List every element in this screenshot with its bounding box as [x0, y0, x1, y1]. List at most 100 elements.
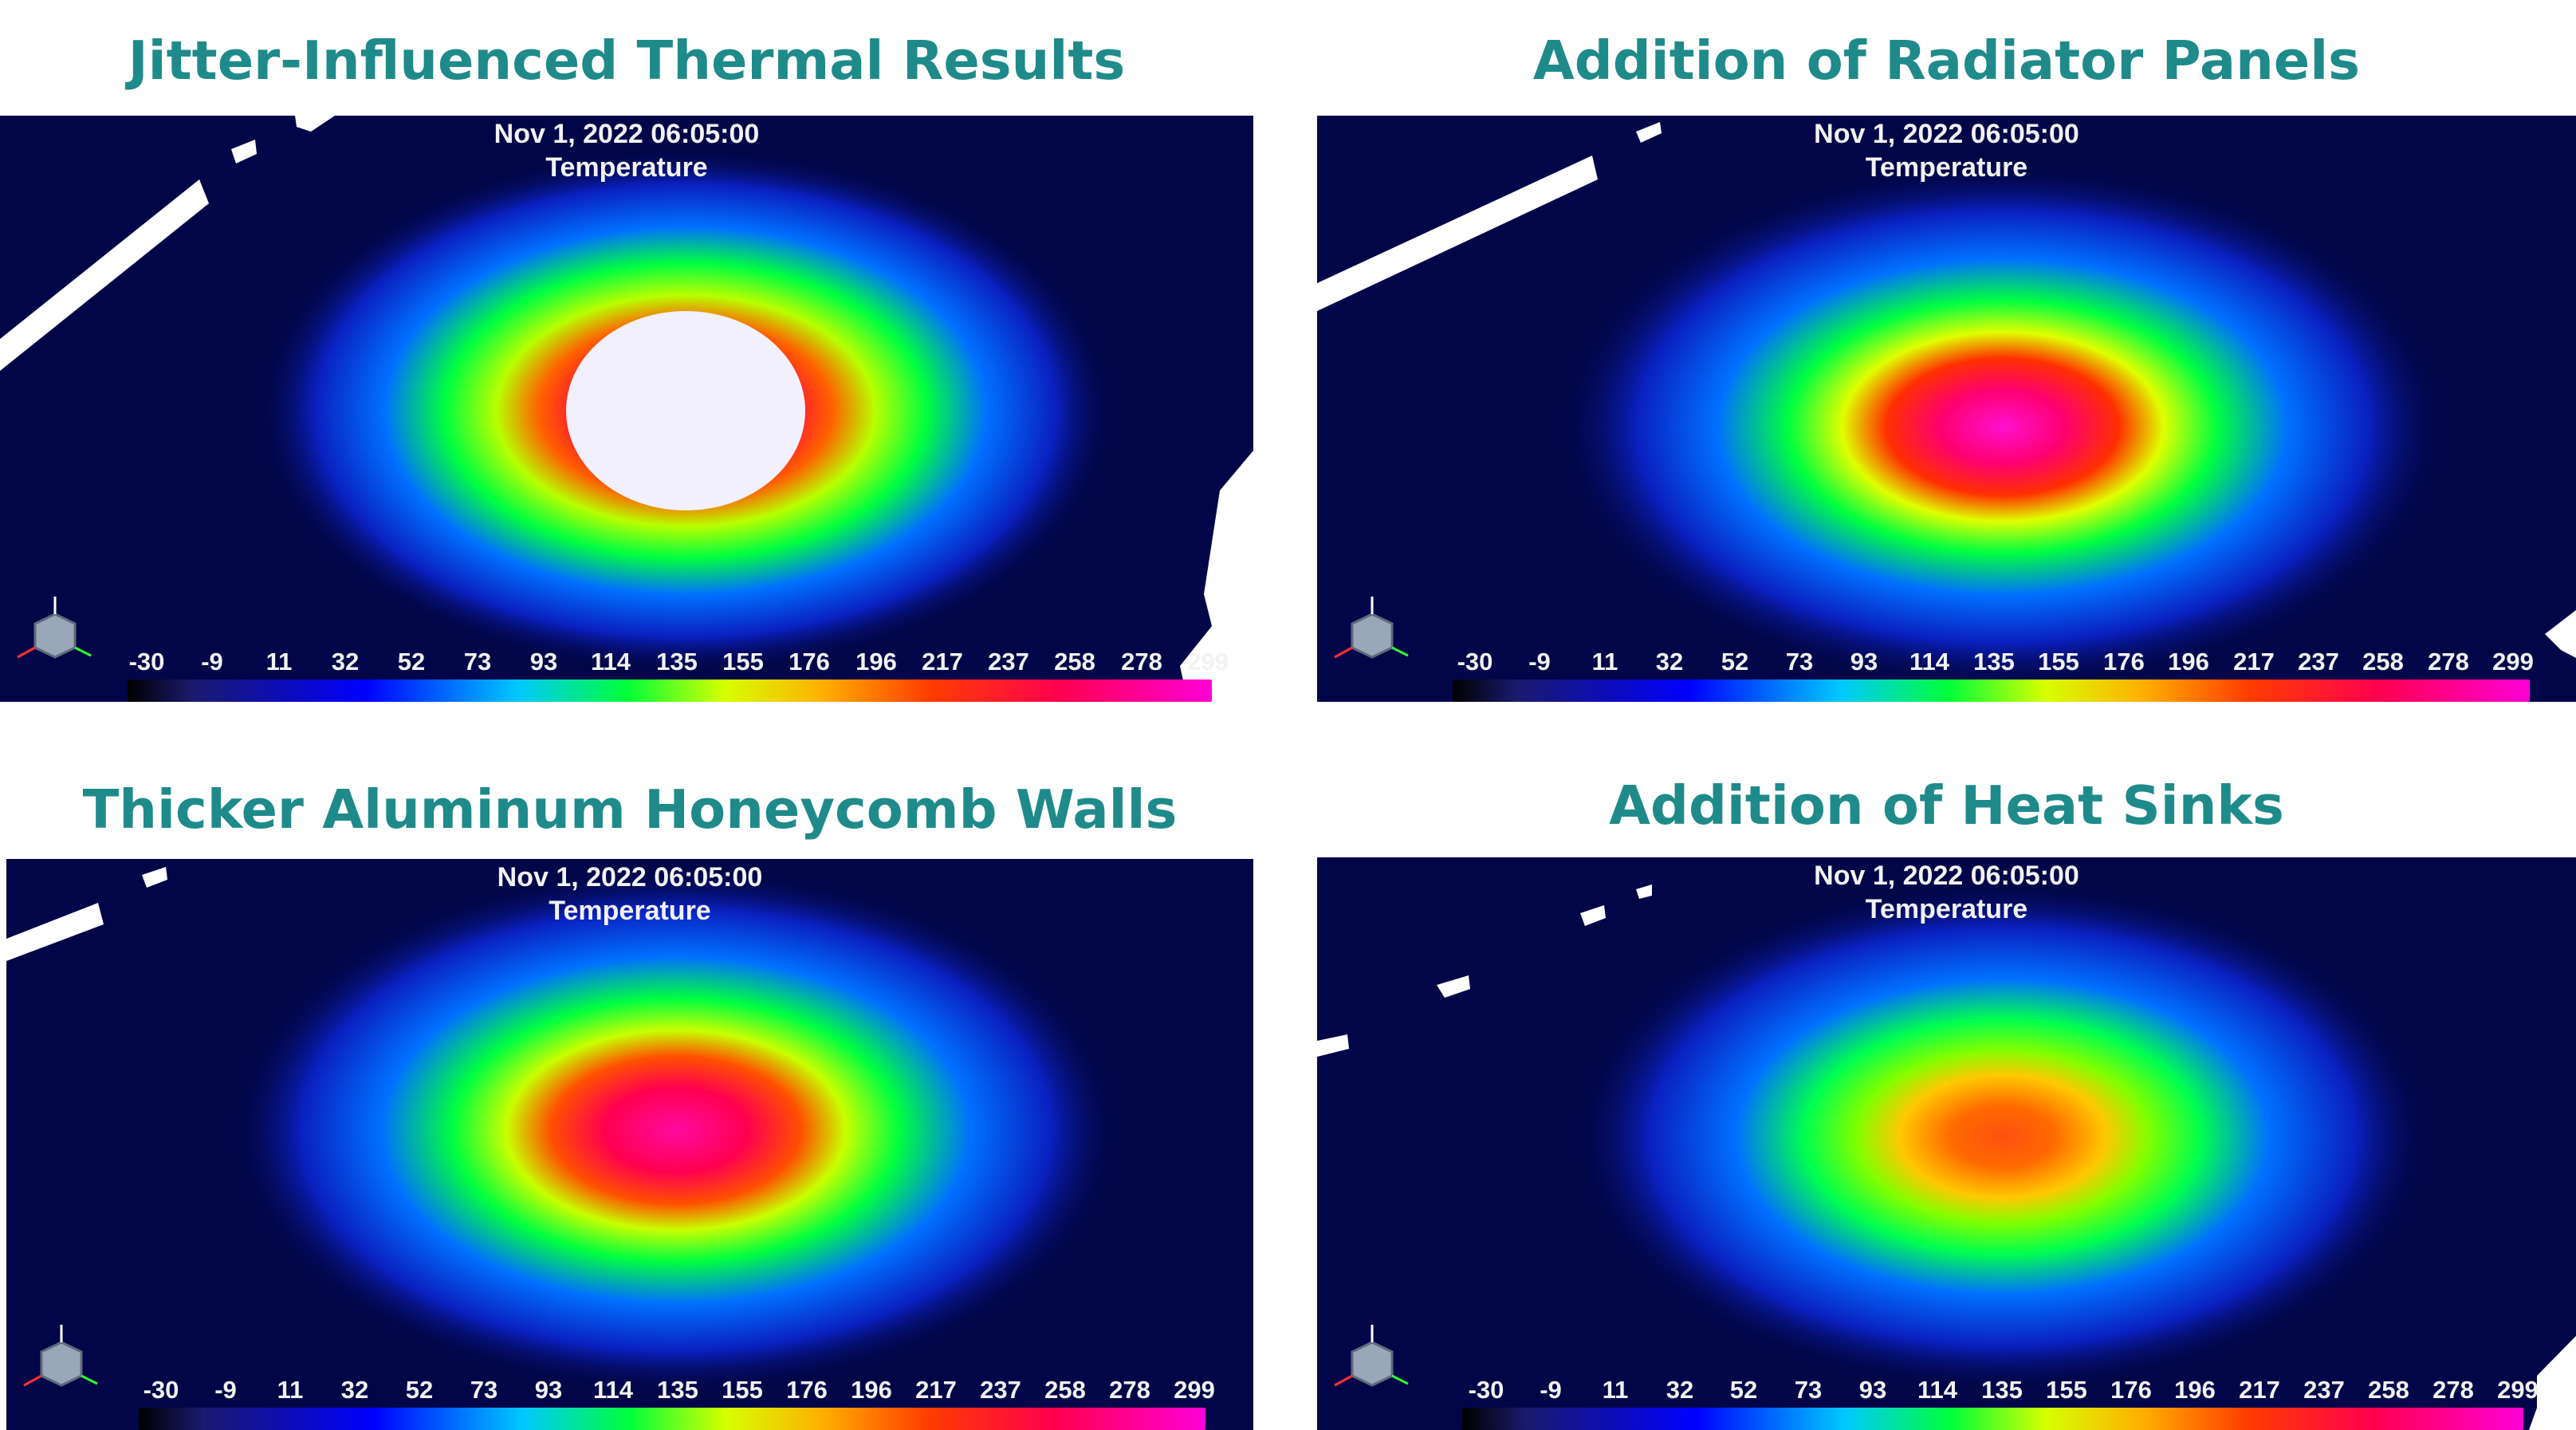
scale-tick: 278 — [2432, 1376, 2474, 1404]
scale-tick: -9 — [201, 648, 223, 676]
scale-tick: -9 — [1528, 648, 1551, 676]
heat-map-jitter — [0, 116, 1253, 702]
scale-tick: 217 — [2233, 648, 2275, 676]
scale-tick: 258 — [2368, 1376, 2409, 1404]
axis-triad-icon[interactable] — [18, 1320, 105, 1408]
axis-triad-icon[interactable] — [1328, 592, 1416, 680]
scale-tick: 93 — [529, 648, 558, 676]
timestamp-label: Nov 1, 2022 06:05:00 — [497, 862, 763, 892]
thermal-viewport-heatsinks[interactable]: Nov 1, 2022 06:05:00 Temperature -30 -9 … — [1317, 857, 2576, 1430]
scale-tick: 176 — [786, 1376, 828, 1404]
thermal-viewport-radiator[interactable]: Nov 1, 2022 06:05:00 Temperature -30 -9 … — [1317, 116, 2576, 702]
scale-tick: 196 — [855, 648, 897, 676]
color-scale-bar — [128, 680, 1212, 702]
heat-map-honeycomb — [6, 867, 1123, 1393]
heat-map-radiator — [1317, 122, 2576, 690]
scale-tick: 217 — [922, 648, 963, 676]
peak-region — [566, 311, 805, 510]
scale-tick: 32 — [340, 1376, 369, 1404]
scale-tick: -30 — [1457, 648, 1493, 676]
scale-tick: 196 — [851, 1376, 892, 1404]
heat-map-heatsinks — [1317, 881, 2576, 1430]
scale-tick: 299 — [2497, 1376, 2539, 1404]
scale-tick: 73 — [470, 1376, 498, 1404]
scale-tick: 176 — [789, 648, 830, 676]
scale-tick: 11 — [1591, 648, 1618, 676]
scale-tick: 135 — [657, 1376, 698, 1404]
scale-tick: 258 — [1054, 648, 1095, 676]
viewport-header: Nov 1, 2022 06:05:00 Temperature — [0, 116, 1253, 189]
scale-tick: 217 — [2239, 1376, 2280, 1404]
quantity-label: Temperature — [545, 152, 708, 183]
quantity-label: Temperature — [1865, 152, 2028, 183]
scale-tick: 237 — [980, 1376, 1021, 1404]
scale-tick: 73 — [1794, 1376, 1823, 1404]
scale-tick: 114 — [1909, 648, 1950, 676]
axis-triad-icon[interactable] — [1328, 1320, 1416, 1408]
quantity-label: Temperature — [549, 896, 711, 926]
scale-tick: 52 — [1721, 648, 1749, 676]
scale-tick: 32 — [1666, 1376, 1694, 1404]
scale-tick: 299 — [2492, 648, 2534, 676]
scale-tick: 93 — [1850, 648, 1878, 676]
scale-tick: 278 — [2428, 648, 2469, 676]
scale-tick: 114 — [592, 1376, 634, 1404]
scale-tick: 52 — [405, 1376, 434, 1404]
scale-tick: 176 — [2110, 1376, 2152, 1404]
color-scale-bar — [1462, 1408, 2523, 1430]
color-scale-bar — [1453, 680, 2530, 702]
scale-tick: 135 — [656, 648, 698, 676]
scale-tick: -30 — [128, 648, 165, 676]
scale-tick: 299 — [1187, 648, 1229, 676]
scale-tick: 155 — [2046, 1376, 2087, 1404]
scale-tick: -30 — [1468, 1376, 1504, 1404]
scale-tick: 155 — [2038, 648, 2079, 676]
scale-tick: 155 — [722, 648, 764, 676]
scale-tick: 278 — [1109, 1376, 1150, 1404]
scale-tick: 32 — [331, 648, 360, 676]
panel-title-heatsinks: Addition of Heat Sinks — [1609, 774, 2284, 837]
scale-tick: 73 — [1785, 648, 1814, 676]
scale-tick: 11 — [277, 1376, 304, 1404]
timestamp-label: Nov 1, 2022 06:05:00 — [494, 119, 760, 149]
viewport-header: Nov 1, 2022 06:05:00 Temperature — [1317, 116, 2576, 189]
scale-tick: 114 — [590, 648, 631, 676]
scale-tick: 114 — [1917, 1376, 1958, 1404]
timestamp-label: Nov 1, 2022 06:05:00 — [1814, 861, 2079, 891]
scale-tick: 237 — [988, 648, 1029, 676]
scale-tick: 155 — [722, 1376, 763, 1404]
timestamp-label: Nov 1, 2022 06:05:00 — [1814, 119, 2079, 149]
scale-tick: 196 — [2174, 1376, 2216, 1404]
scale-tick: 11 — [1602, 1376, 1629, 1404]
viewport-header: Nov 1, 2022 06:05:00 Temperature — [1317, 857, 2576, 931]
scale-ticks: -30 -9 11 32 52 73 93 114 135 155 176 19… — [0, 648, 1253, 680]
scale-tick: 135 — [1981, 1376, 2023, 1404]
scale-tick: 52 — [1729, 1376, 1758, 1404]
scale-tick: 196 — [2168, 648, 2209, 676]
scale-tick: -9 — [214, 1376, 237, 1404]
scale-tick: -30 — [143, 1376, 179, 1404]
scale-tick: 52 — [397, 648, 426, 676]
quantity-label: Temperature — [1865, 894, 2028, 924]
scale-tick: 258 — [2362, 648, 2404, 676]
scale-ticks: -30 -9 11 32 52 73 93 114 135 155 176 19… — [1317, 648, 2576, 680]
scale-tick: 299 — [1174, 1376, 1215, 1404]
scale-tick: 73 — [463, 648, 492, 676]
scale-ticks: -30 -9 11 32 52 73 93 114 135 155 176 19… — [1317, 1376, 2576, 1408]
panel-title-jitter: Jitter-Influenced Thermal Results — [128, 30, 1126, 92]
panel-title-honeycomb: Thicker Aluminum Honeycomb Walls — [82, 778, 1178, 841]
thermal-viewport-jitter[interactable]: Nov 1, 2022 06:05:00 Temperature -30 -9 … — [0, 116, 1253, 702]
scale-tick: 93 — [534, 1376, 563, 1404]
scale-tick: 237 — [2303, 1376, 2345, 1404]
scale-ticks: -30 -9 11 32 52 73 93 114 135 155 176 19… — [6, 1376, 1253, 1408]
scale-tick: 278 — [1121, 648, 1162, 676]
scale-tick: 32 — [1655, 648, 1684, 676]
viewport-header: Nov 1, 2022 06:05:00 Temperature — [6, 859, 1253, 932]
scale-tick: -9 — [1540, 1376, 1562, 1404]
scale-tick: 135 — [1973, 648, 2015, 676]
axis-triad-icon[interactable] — [11, 592, 99, 680]
scale-tick: 237 — [2298, 648, 2339, 676]
scale-tick: 11 — [265, 648, 293, 676]
thermal-viewport-honeycomb[interactable]: Nov 1, 2022 06:05:00 Temperature -30 -9 … — [6, 859, 1253, 1430]
scale-tick: 93 — [1858, 1376, 1887, 1404]
